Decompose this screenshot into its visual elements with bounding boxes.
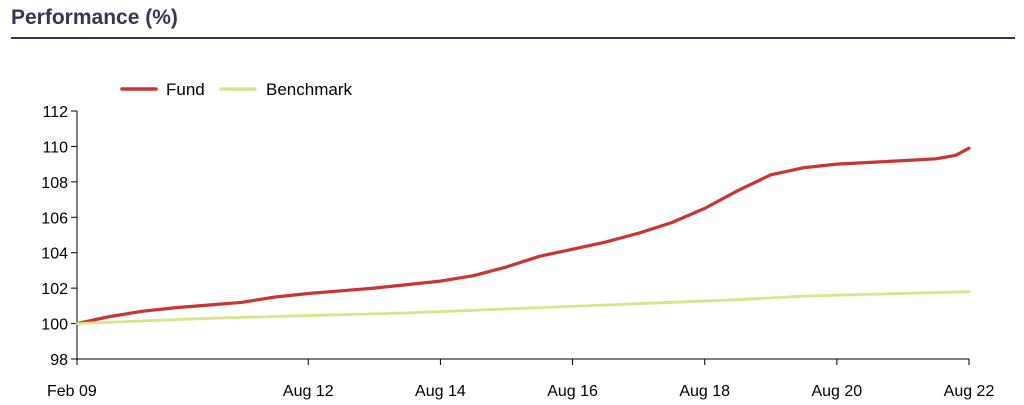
- y-tick-label: 98: [50, 352, 68, 369]
- series-line-fund: [75, 146, 971, 326]
- x-tick-label: Aug 18: [679, 383, 730, 400]
- x-tick-label: Aug 16: [547, 383, 598, 400]
- y-tick-label: 102: [41, 281, 68, 298]
- legend-label-benchmark: Benchmark: [266, 80, 352, 99]
- y-tick-label: 112: [42, 104, 68, 121]
- series-group: [75, 146, 971, 326]
- series-line-benchmark: [75, 290, 971, 326]
- x-tick-label: Aug 22: [944, 383, 995, 400]
- legend: Fund Benchmark: [120, 80, 352, 99]
- y-tick-label: 110: [42, 139, 68, 156]
- title-divider: [11, 37, 1015, 39]
- x-tick-label: Aug 14: [415, 383, 466, 400]
- x-tick-label: Aug 12: [283, 383, 334, 400]
- chart-title: Performance (%): [11, 6, 178, 29]
- axes: 98 100 102 104 106 108 110 112 Feb 09 Aug 12 Aug 1…: [41, 104, 994, 400]
- y-tick-label: 104: [41, 246, 68, 263]
- y-tick-label: 108: [41, 175, 68, 192]
- legend-label-fund: Fund: [166, 80, 205, 99]
- x-tick-label: Feb 09: [47, 383, 97, 400]
- y-tick-label: 100: [41, 317, 68, 334]
- x-tick-label: Aug 20: [811, 383, 862, 400]
- y-tick-label: 106: [41, 210, 68, 227]
